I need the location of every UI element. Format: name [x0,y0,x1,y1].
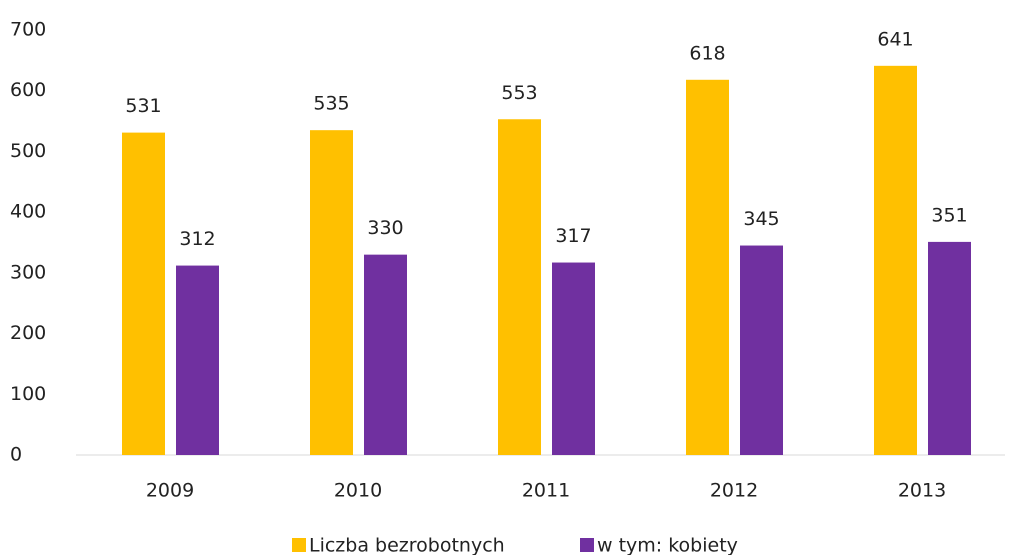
data-label: 317 [555,225,591,247]
legend-label: Liczba bezrobotnych [309,535,505,555]
y-tick-label: 600 [10,79,46,101]
y-tick-label: 700 [10,19,46,41]
data-label: 351 [931,204,967,226]
bar [498,119,541,455]
bar [740,245,783,455]
data-label: 531 [125,95,161,117]
bar [176,265,219,455]
data-label: 553 [501,82,537,104]
legend-swatch [580,538,594,552]
x-tick-label: 2013 [898,480,946,502]
legend-swatch [292,538,306,552]
x-tick-label: 2012 [710,480,758,502]
bar [928,241,971,455]
y-tick-label: 100 [10,383,46,405]
y-tick-label: 500 [10,140,46,162]
bar [310,130,353,455]
bar [364,254,407,455]
y-tick-label: 0 [10,444,22,466]
data-label: 618 [689,42,725,64]
y-tick-label: 200 [10,322,46,344]
y-tick-label: 400 [10,201,46,223]
data-label: 535 [313,93,349,115]
bar [874,65,917,456]
bar [552,262,595,455]
legend-label: w tym: kobiety [597,535,738,555]
data-label: 345 [743,208,779,230]
data-label: 312 [179,228,215,250]
bar [686,79,729,456]
data-label: 330 [367,217,403,239]
x-tick-label: 2009 [146,480,194,502]
x-tick-label: 2011 [522,480,570,502]
bar [122,132,165,455]
y-tick-label: 300 [10,261,46,283]
x-tick-label: 2010 [334,480,382,502]
data-label: 641 [877,28,913,50]
